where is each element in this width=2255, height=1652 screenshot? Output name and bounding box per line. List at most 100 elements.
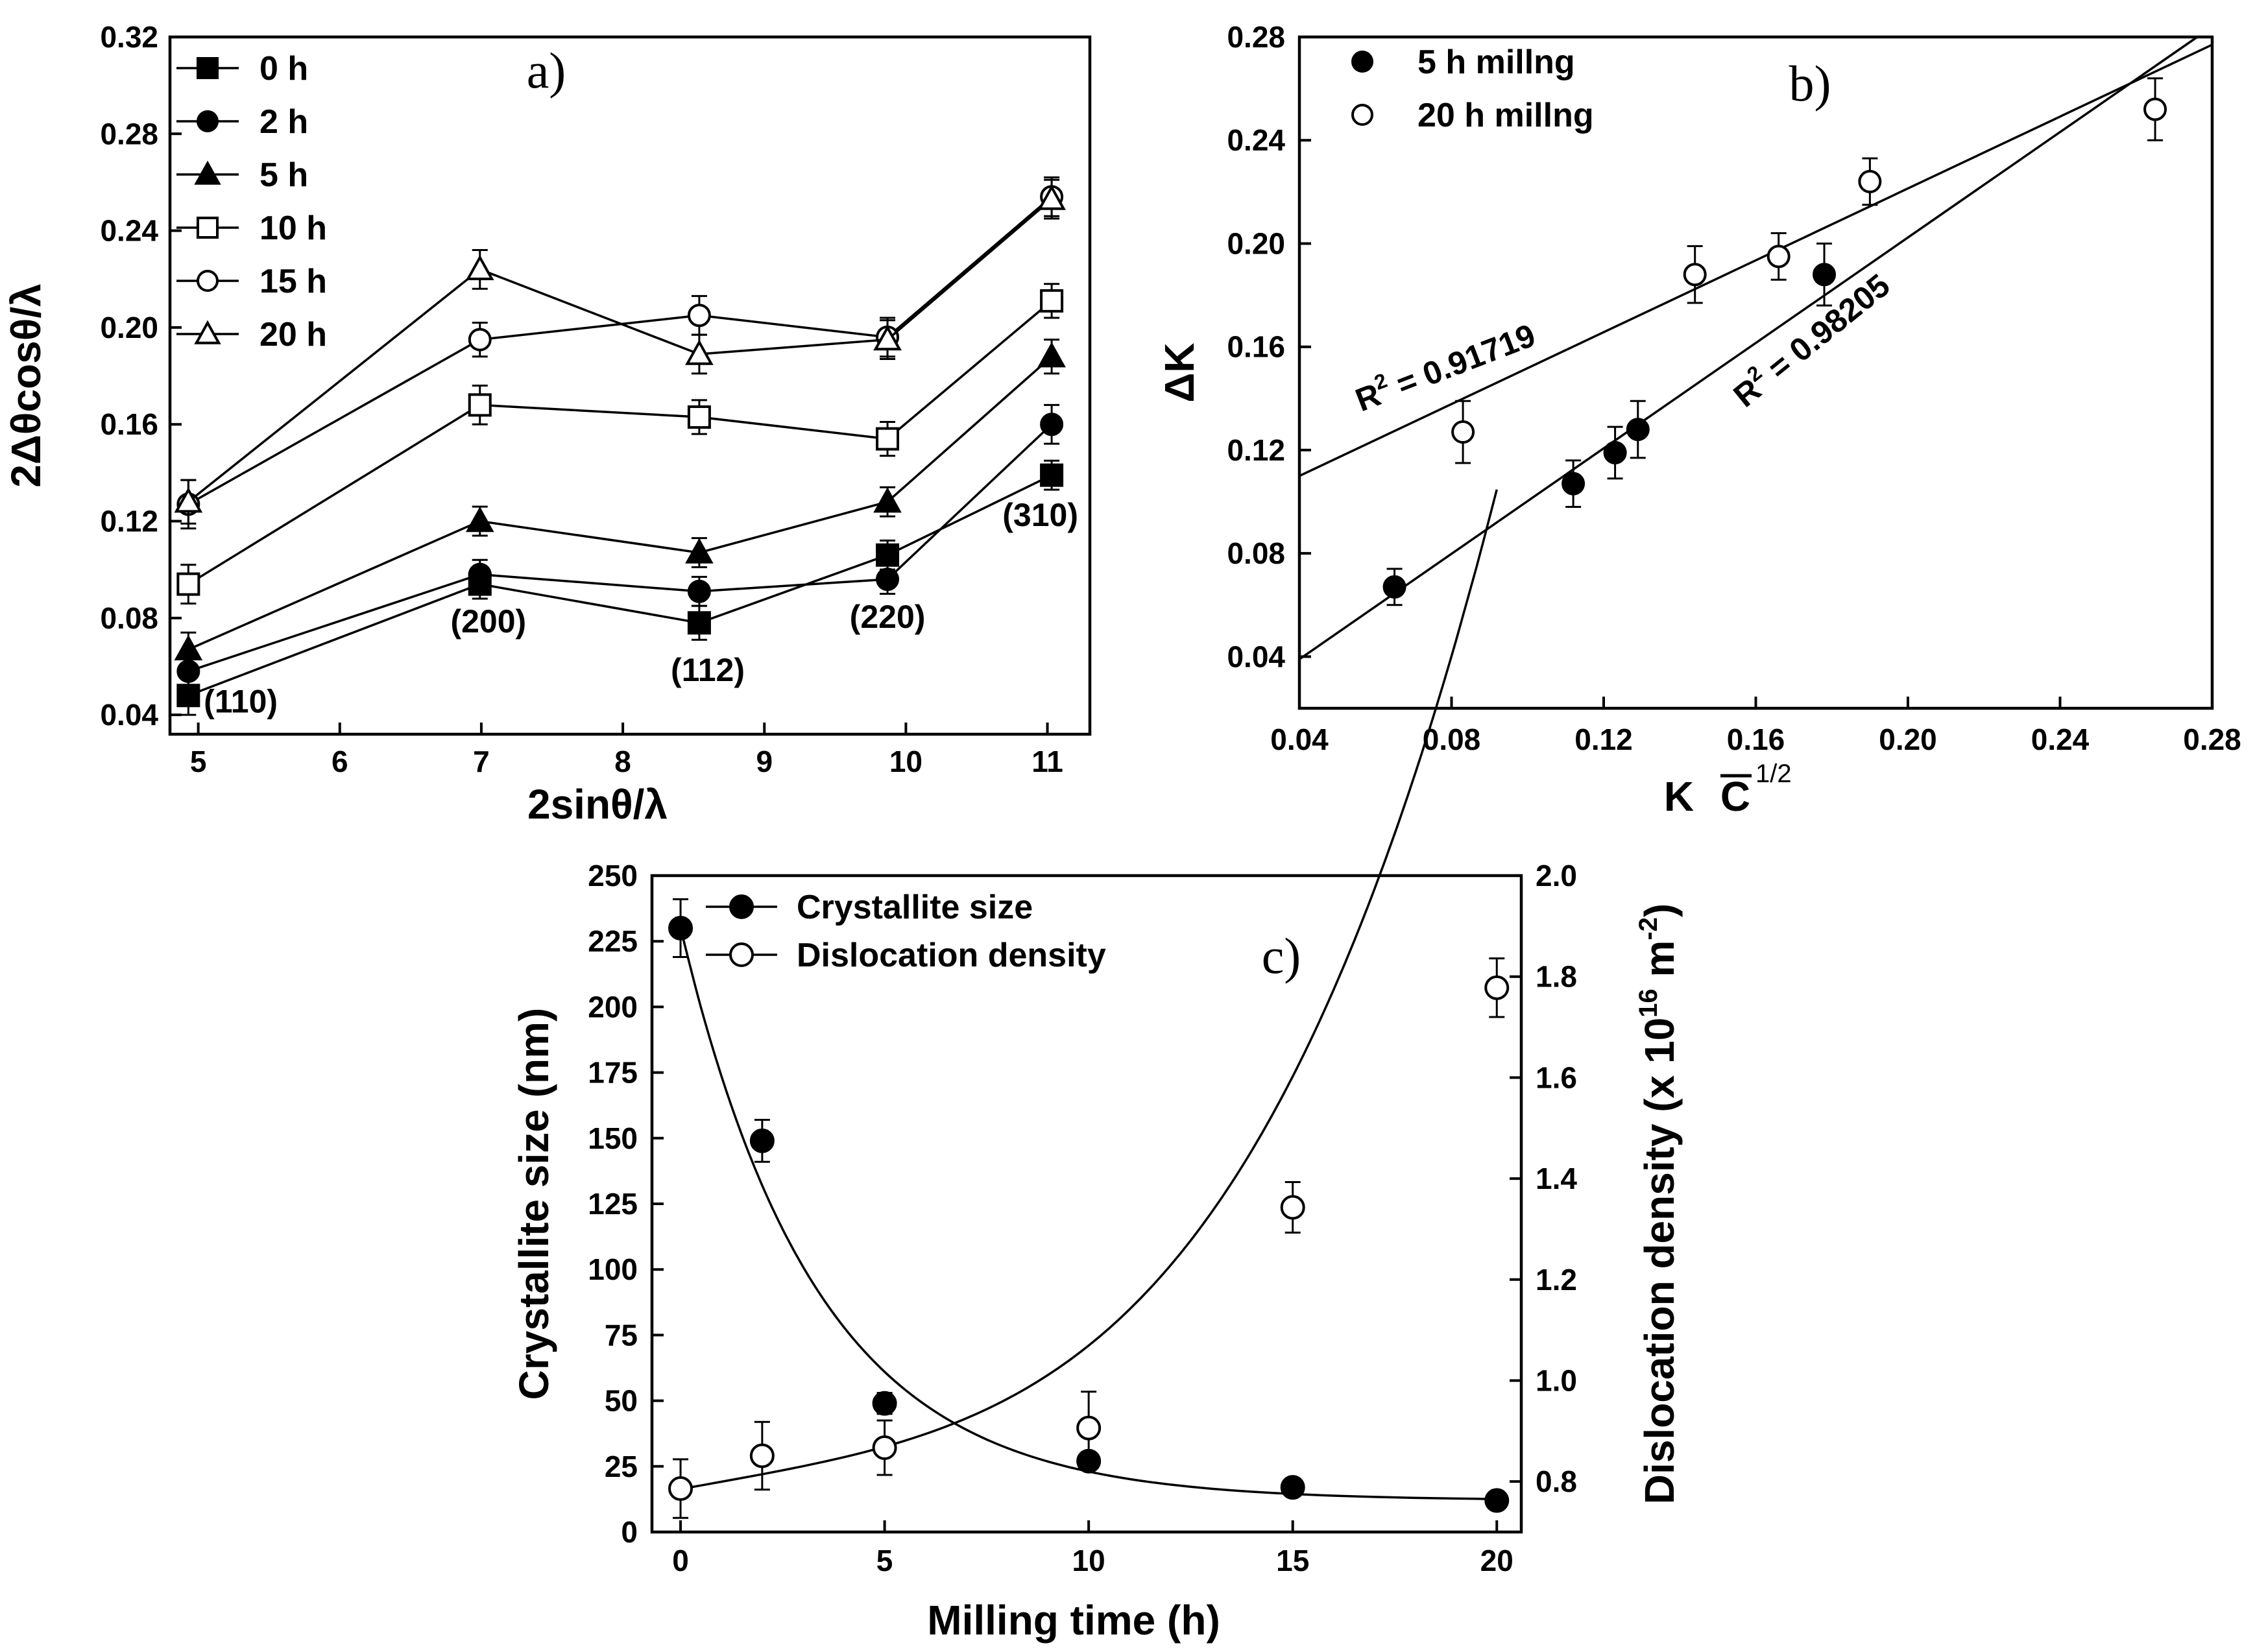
y-right-axis-title-part: 16 xyxy=(1634,988,1663,1018)
y-right-tick-label: 1.2 xyxy=(1536,1263,1577,1297)
legend-item: 15 h xyxy=(176,263,327,300)
data-point xyxy=(685,538,714,564)
y-right-axis-title-part: m xyxy=(1636,940,1683,989)
legend-marker xyxy=(197,57,219,79)
y-right-tick-label: 0.8 xyxy=(1536,1465,1577,1498)
y-tick-label: 0.08 xyxy=(100,601,158,635)
data-point xyxy=(468,328,492,352)
y-axis-title: 2Δθcosθ/λ xyxy=(3,283,49,487)
y-tick-label: 0.32 xyxy=(100,20,158,54)
peak-annotation: (112) xyxy=(671,652,745,688)
y-tick-label: 0.16 xyxy=(100,407,158,441)
series-10-h xyxy=(176,283,1064,605)
y-tick-label: 0.24 xyxy=(100,214,158,248)
data-point xyxy=(668,1476,693,1502)
panel-label: a) xyxy=(527,42,566,99)
peak-annotation: (200) xyxy=(450,603,526,640)
y-axis-title: ΔK xyxy=(1156,342,1203,402)
data-point xyxy=(1280,1475,1305,1500)
data-point xyxy=(1484,1488,1510,1513)
r-squared-label-20h: R2 = 0.91719 xyxy=(1349,313,1540,418)
x-axis-title: 2sinθ/λ xyxy=(527,781,668,828)
panel-c-chart: 0 5 10 15 2002550751001251501752002252500.81… xyxy=(511,489,1683,1644)
x-axis-title-k: K xyxy=(1664,773,1694,820)
legend-item: 5 h xyxy=(176,156,308,194)
legend-label: 20 h millng xyxy=(1417,97,1594,134)
y-tick-label: 0.28 xyxy=(100,117,158,150)
y-tick-label: 0.20 xyxy=(1227,226,1285,260)
data-point xyxy=(876,568,900,592)
data-point xyxy=(872,1391,897,1416)
y-tick-label: 0.04 xyxy=(1227,640,1285,673)
data-point xyxy=(668,915,693,940)
data-point xyxy=(876,427,900,451)
x-tick-label: 8 xyxy=(614,745,631,778)
y-right-axis-title-part: Dislocation density (x 10 xyxy=(1636,1018,1683,1504)
legend-marker xyxy=(197,270,219,292)
y-right-axis-title-part: ) xyxy=(1636,904,1683,917)
y-left-tick-label: 25 xyxy=(605,1450,638,1483)
data-point xyxy=(468,562,492,586)
peak-annotation: (110) xyxy=(204,683,278,719)
x-tick-label: 10 xyxy=(1072,1544,1105,1577)
legend-marker xyxy=(194,160,221,185)
data-point xyxy=(1858,169,1882,193)
r-squared-value: = 0.91719 xyxy=(1383,317,1540,405)
y-tick-label: 0.04 xyxy=(100,698,158,732)
y-right-tick-label: 1.8 xyxy=(1536,960,1577,994)
y-left-tick-label: 200 xyxy=(588,990,638,1024)
y-left-axis-title: Crystallite size (nm) xyxy=(511,1008,557,1400)
y-tick-label: 0.08 xyxy=(1227,536,1285,570)
x-tick-label: 0 xyxy=(672,1544,689,1577)
data-point xyxy=(465,507,494,533)
data-point xyxy=(687,405,711,429)
legend-item: Dislocation density xyxy=(706,937,1106,974)
data-point xyxy=(876,543,900,567)
legend-label: Dislocation density xyxy=(797,937,1106,974)
legend-item: Crystallite size xyxy=(706,889,1033,926)
x-tick-label: 0.08 xyxy=(1423,723,1481,756)
legend-item: 5 h millng xyxy=(1351,43,1575,81)
data-point xyxy=(1562,472,1586,496)
y-left-tick-label: 50 xyxy=(605,1384,638,1418)
y-left-tick-label: 0 xyxy=(621,1515,638,1549)
y-tick-label: 0.20 xyxy=(100,311,158,344)
data-point xyxy=(1451,420,1475,444)
series-crystallite-size xyxy=(668,898,1510,1513)
legend: Crystallite size Dislocation density xyxy=(706,889,1106,974)
x-tick-label: 9 xyxy=(756,745,773,778)
r-squared-label-5h: R2 = 0.98205 xyxy=(1724,264,1897,414)
crystallite-size-fit-curve xyxy=(679,928,1497,1500)
legend-label: 15 h xyxy=(259,263,327,300)
legend-marker xyxy=(1351,104,1373,126)
legend-label: 2 h xyxy=(259,103,308,141)
y-tick-label: 0.28 xyxy=(1227,20,1285,54)
x-tick-label: 0.04 xyxy=(1270,723,1329,756)
data-point xyxy=(873,487,902,513)
data-point xyxy=(687,304,711,328)
series-2-h xyxy=(176,403,1064,689)
series-5-h-millng xyxy=(1299,36,2199,660)
data-point xyxy=(687,611,711,635)
x-tick-label: 0.16 xyxy=(1727,723,1785,756)
legend-marker xyxy=(197,110,219,132)
legend-item: 20 h xyxy=(176,316,327,353)
data-point xyxy=(2143,97,2167,121)
x-tick-label: 0.20 xyxy=(1879,723,1937,756)
legend-marker xyxy=(729,894,754,919)
data-point xyxy=(685,339,714,365)
data-point xyxy=(1683,263,1707,287)
data-point xyxy=(1484,975,1510,1000)
legend-item: 0 h xyxy=(176,50,308,88)
y-right-tick-label: 1.0 xyxy=(1536,1363,1577,1397)
fit-line xyxy=(1299,36,2199,660)
y-right-axis-title: Dislocation density (x 1016 m-2) xyxy=(1634,904,1683,1505)
data-point xyxy=(468,393,492,417)
x-tick-label: 10 xyxy=(889,745,922,778)
legend-item: 2 h xyxy=(176,103,308,141)
data-point xyxy=(1280,1195,1305,1220)
y-right-tick-label: 2.0 xyxy=(1536,859,1577,892)
data-point xyxy=(465,254,494,281)
y-left-tick-label: 250 xyxy=(588,859,638,892)
